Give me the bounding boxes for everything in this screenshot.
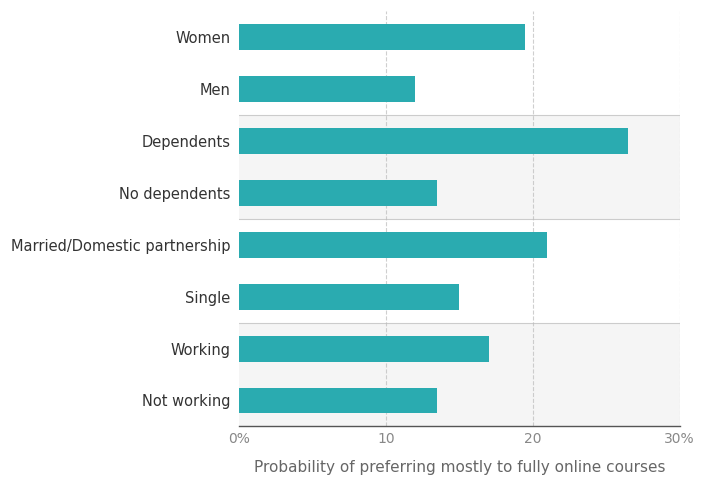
Bar [239,336,489,362]
Bar [239,11,680,115]
Bar [239,219,680,323]
Bar [239,323,680,426]
Bar [239,128,628,154]
Bar [239,232,547,258]
Bar [239,76,415,102]
Bar [239,387,437,414]
Bar [239,284,460,310]
Bar [239,180,437,206]
Bar [239,115,680,219]
Bar [239,24,525,50]
X-axis label: Probability of preferring mostly to fully online courses: Probability of preferring mostly to full… [253,460,665,475]
